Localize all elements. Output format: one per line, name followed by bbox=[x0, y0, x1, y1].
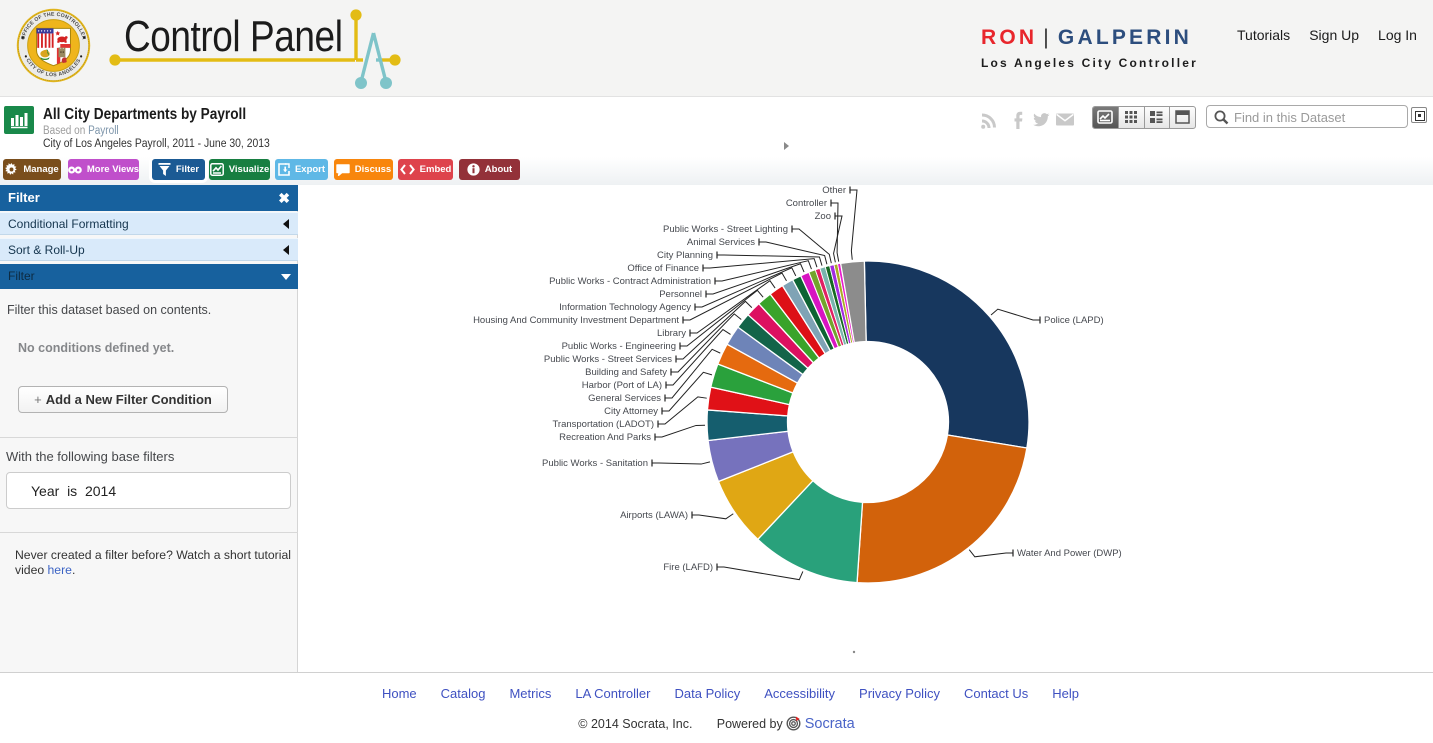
svg-text:Controller: Controller bbox=[786, 198, 827, 209]
svg-text:Building and Safety: Building and Safety bbox=[585, 367, 667, 378]
svg-text:Fire (LAFD): Fire (LAFD) bbox=[663, 562, 713, 573]
svg-text:Public Works - Street Services: Public Works - Street Services bbox=[544, 354, 672, 365]
svg-text:Public Works - Engineering: Public Works - Engineering bbox=[562, 341, 676, 352]
svg-text:Public Works - Sanitation: Public Works - Sanitation bbox=[542, 458, 648, 469]
svg-text:Information Technology Agency: Information Technology Agency bbox=[559, 302, 691, 313]
svg-text:Harbor (Port of LA): Harbor (Port of LA) bbox=[582, 380, 662, 391]
svg-text:Police (LAPD): Police (LAPD) bbox=[1044, 315, 1104, 326]
svg-text:Zoo: Zoo bbox=[815, 211, 831, 222]
svg-text:Office of Finance: Office of Finance bbox=[627, 263, 699, 274]
svg-text:City Planning: City Planning bbox=[657, 250, 713, 261]
svg-text:Airports (LAWA): Airports (LAWA) bbox=[620, 510, 688, 521]
svg-text:Public Works - Contract Admini: Public Works - Contract Administration bbox=[549, 276, 711, 287]
svg-text:Other: Other bbox=[822, 185, 846, 196]
svg-text:Recreation And Parks: Recreation And Parks bbox=[559, 432, 651, 443]
svg-text:Library: Library bbox=[657, 328, 686, 339]
svg-text:Personnel: Personnel bbox=[659, 289, 702, 300]
svg-text:City Attorney: City Attorney bbox=[604, 406, 658, 417]
svg-text:Public Works - Street Lighting: Public Works - Street Lighting bbox=[663, 224, 788, 235]
svg-text:Animal Services: Animal Services bbox=[687, 237, 755, 248]
svg-text:General Services: General Services bbox=[588, 393, 661, 404]
svg-text:Water And Power (DWP): Water And Power (DWP) bbox=[1017, 548, 1122, 559]
svg-text:Transportation (LADOT): Transportation (LADOT) bbox=[552, 419, 654, 430]
svg-text:Housing And Community Investme: Housing And Community Investment Departm… bbox=[473, 315, 679, 326]
